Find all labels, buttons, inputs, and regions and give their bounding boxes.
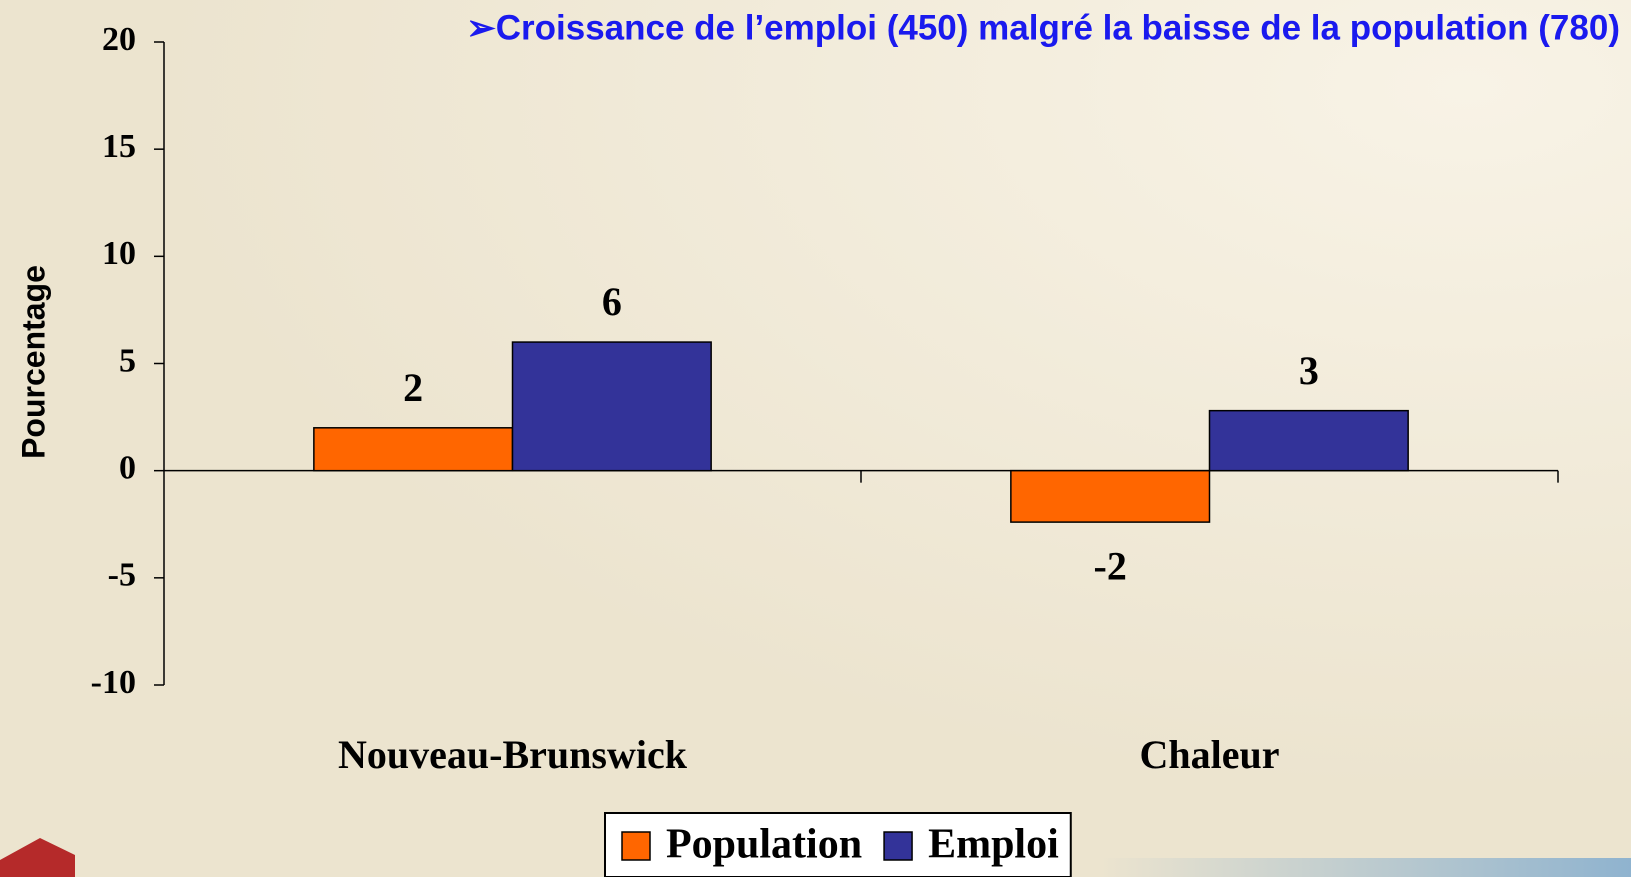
- y-tick-label: -5: [108, 557, 136, 594]
- legend-box: [604, 812, 1072, 877]
- data-label: 3: [1299, 348, 1319, 393]
- bar: [313, 427, 514, 472]
- data-label: -2: [1094, 543, 1127, 588]
- y-tick-label: 15: [102, 128, 136, 165]
- y-tick-label: 0: [119, 449, 136, 486]
- y-tick-label: 10: [102, 235, 136, 272]
- y-axis-label: Pourcentage: [15, 265, 51, 459]
- data-label: 2: [403, 365, 423, 410]
- legend-label: Population: [666, 822, 862, 868]
- chart-title: ➢Croissance de l’emploi (450) malgré la …: [466, 8, 1620, 47]
- legend-swatch: [621, 831, 651, 861]
- x-tick-label: Nouveau-Brunswick: [338, 732, 688, 777]
- y-tick-label: 5: [119, 342, 136, 379]
- y-tick-label: -10: [91, 664, 136, 701]
- bar: [511, 341, 712, 472]
- bar: [1208, 409, 1409, 472]
- bar: [1010, 469, 1211, 523]
- data-label: 6: [602, 279, 622, 324]
- legend-label: Emploi: [928, 822, 1059, 868]
- decor-logo: [0, 838, 75, 877]
- decor-band: [1100, 858, 1631, 877]
- y-tick-label: 20: [102, 21, 136, 58]
- legend-swatch: [883, 831, 913, 861]
- x-tick-label: Chaleur: [1140, 732, 1280, 777]
